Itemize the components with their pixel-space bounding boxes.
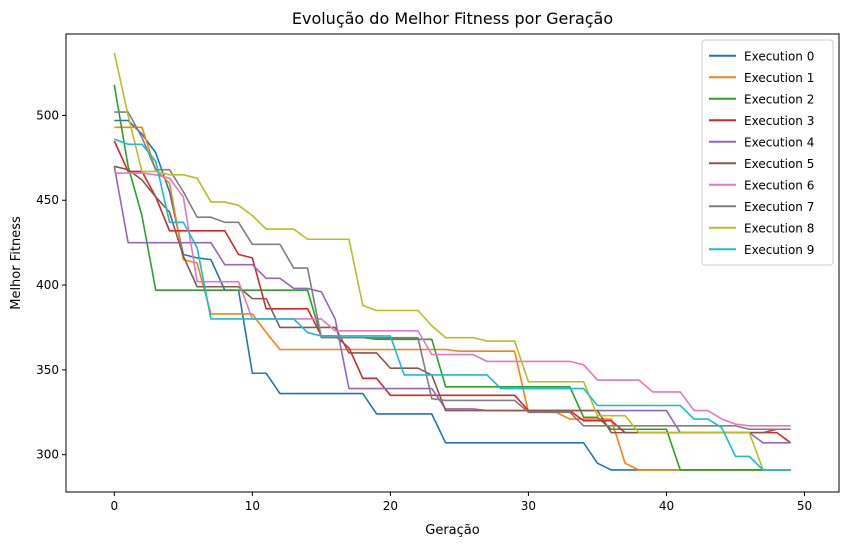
series-line-7 xyxy=(114,111,791,431)
plot-frame xyxy=(65,33,840,493)
x-tick-label: 50 xyxy=(797,499,812,513)
legend-label-0: Execution 0 xyxy=(744,49,814,63)
legend-box xyxy=(701,39,834,266)
series-line-6 xyxy=(114,172,791,427)
legend-label-3: Execution 3 xyxy=(744,114,814,128)
x-tick-label: 40 xyxy=(659,499,674,513)
x-tick-label: 0 xyxy=(110,499,118,513)
y-tick-label: 400 xyxy=(36,278,59,292)
chart-title: Evolução do Melhor Fitness por Geração xyxy=(292,9,613,28)
x-tick-label: 30 xyxy=(521,499,536,513)
series-line-8 xyxy=(113,52,791,471)
legend-label-5: Execution 5 xyxy=(744,157,814,171)
legend-label-6: Execution 6 xyxy=(744,178,814,192)
y-axis-label: Melhor Fitness xyxy=(9,216,24,310)
legend-label-4: Execution 4 xyxy=(744,135,814,149)
legend: Execution 0 Execution 1 Execution 2 Executi… xyxy=(701,39,834,266)
legend-label-1: Execution 1 xyxy=(744,71,814,85)
x-axis-ticks: 0 10 20 30 40 50 xyxy=(110,492,812,513)
legend-label-9: Execution 9 xyxy=(744,243,814,257)
series-line-2 xyxy=(113,84,791,471)
x-tick-label: 10 xyxy=(245,499,260,513)
x-axis-label: Geração xyxy=(425,523,479,538)
legend-label-7: Execution 7 xyxy=(744,200,814,214)
series-line-4 xyxy=(113,166,791,444)
y-tick-label: 350 xyxy=(36,363,59,377)
legend-label-8: Execution 8 xyxy=(744,221,814,235)
legend-label-2: Execution 2 xyxy=(744,92,814,106)
x-tick-label: 20 xyxy=(383,499,398,513)
series-lines xyxy=(113,52,792,471)
y-tick-label: 300 xyxy=(36,448,59,462)
y-axis-ticks: 300 350 400 450 500 xyxy=(36,108,66,462)
series-line-9 xyxy=(114,138,791,471)
series-line-1 xyxy=(114,126,791,471)
y-tick-label: 500 xyxy=(36,108,59,122)
y-tick-label: 450 xyxy=(36,193,59,207)
